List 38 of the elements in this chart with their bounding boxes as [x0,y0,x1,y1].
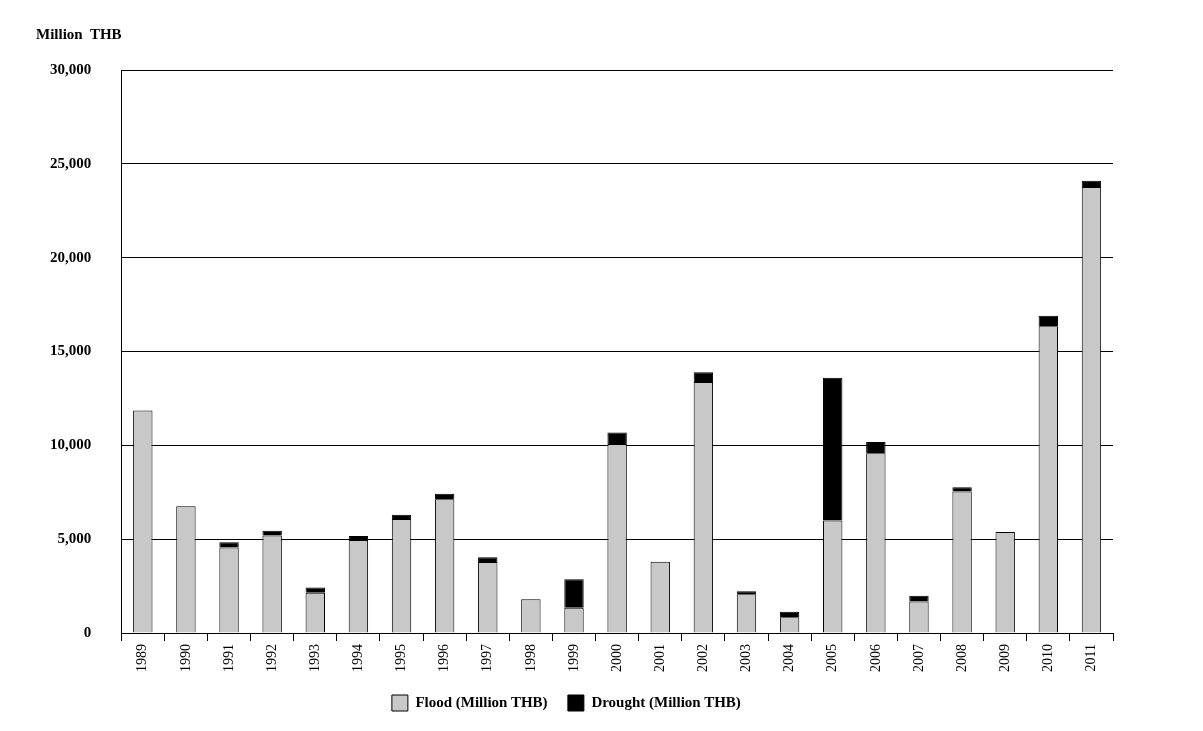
x-tick-label: 1993 [306,644,322,672]
x-tick-label: 1996 [436,644,452,672]
y-tick-label: 5,000 [57,530,92,547]
x-tick-label: 2004 [781,644,797,672]
x-tick-label: 1999 [565,644,581,672]
x-tick-label: 2003 [738,644,754,672]
y-tick-label: 10,000 [50,436,92,453]
bar [607,432,627,445]
y-tick-label: 0 [83,623,92,640]
x-tick-label: 2000 [608,644,624,672]
x-tick-label: 2010 [1039,644,1055,672]
x-tick-label: 1998 [522,644,538,672]
x-tick-label: 2002 [695,644,711,672]
x-tick-label: 1992 [263,644,279,672]
x-tick-label: 2006 [867,644,883,672]
bar [262,530,282,536]
legend-label: Drought (Million THB) [591,693,741,711]
x-tick-label: 2011 [1083,644,1099,672]
x-tick-label: 2007 [910,644,926,672]
x-tick-label: 1997 [479,644,495,672]
x-tick-label: 2005 [824,644,840,672]
bar [564,579,584,608]
bar [952,487,972,492]
bar [219,542,239,548]
legend-label: Flood (Million THB) [415,693,548,711]
x-tick-label: 1994 [350,644,366,672]
y-tick-label: 15,000 [50,342,92,359]
x-tick-label: 2008 [953,644,969,672]
x-tick-label: 1990 [177,644,193,672]
x-tick-label: 2001 [651,644,667,672]
y-tick-label: 30,000 [50,60,92,77]
x-tick-label: 2009 [996,644,1012,672]
y-tick-label: 20,000 [50,248,92,265]
y-tick-label: 25,000 [50,154,92,171]
x-tick-label: 1991 [220,644,236,672]
x-tick-label: 1995 [393,644,409,672]
y-axis-title: Million THB [36,25,122,42]
x-tick-label: 1989 [134,644,150,672]
